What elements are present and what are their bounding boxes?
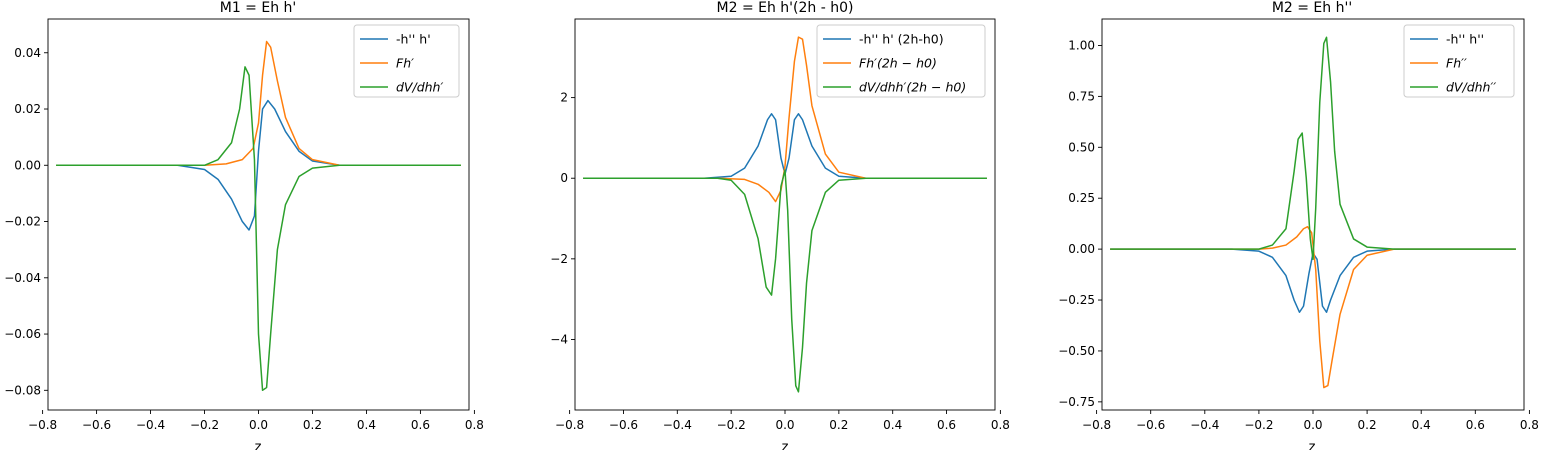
legend-label: dV/dhh′(2h − h0) bbox=[859, 80, 966, 95]
subplot-3: M2 = Eh h'' z −0.8 −0.6 −0.4 −0.2 0.0 0.2 0.4 0… bbox=[1058, 0, 1539, 450]
legend-box bbox=[353, 24, 460, 98]
subplot-2: M2 = Eh h'(2h - h0) z −0.8 −0.6 −0.4 −0.2 0.… bbox=[550, 0, 1010, 450]
y-tick-label: −0.06 bbox=[4, 327, 41, 341]
legend: -h'' h'' Fh′′ dV/dhh′′ bbox=[1403, 24, 1515, 98]
series-line-1 bbox=[56, 99, 461, 231]
y-tick-label: 0.04 bbox=[14, 46, 41, 60]
y-tick-label: 1.00 bbox=[1068, 38, 1095, 52]
x-tick-label: −0.4 bbox=[1190, 418, 1219, 432]
x-tick-label: −0.4 bbox=[136, 418, 165, 432]
y-tick-label: −0.25 bbox=[1058, 293, 1095, 307]
y-tick-label: 0.25 bbox=[1068, 191, 1095, 205]
y-tick-label: 0.50 bbox=[1068, 140, 1095, 154]
legend-label: -h'' h' (2h-h0) bbox=[859, 32, 944, 47]
x-tick-label: 0.0 bbox=[1303, 418, 1322, 432]
y-tick-label: 2 bbox=[560, 91, 568, 105]
series-line-2 bbox=[56, 40, 461, 167]
x-tick-label: −0.8 bbox=[28, 418, 57, 432]
y-tick-label: −2 bbox=[550, 252, 568, 266]
chart-title: M2 = Eh h'' bbox=[1272, 0, 1352, 16]
legend-label: dV/dhh′ bbox=[396, 80, 443, 95]
x-axis-label: z bbox=[255, 440, 262, 450]
x-tick-label: 0.8 bbox=[1520, 418, 1539, 432]
y-tick-label: −0.75 bbox=[1058, 395, 1095, 409]
y-tick-label: −0.08 bbox=[4, 383, 41, 397]
x-tick-label: −0.2 bbox=[190, 418, 219, 432]
x-axis-label: z bbox=[1309, 440, 1316, 450]
x-tick-label: −0.4 bbox=[663, 418, 692, 432]
x-tick-label: 0.6 bbox=[411, 418, 430, 432]
chart-title: M2 = Eh h'(2h - h0) bbox=[717, 0, 854, 16]
x-axis-label: z bbox=[782, 440, 789, 450]
legend: -h'' h' (2h-h0) Fh′(2h − h0) dV/dhh′(2h − … bbox=[816, 24, 986, 98]
legend-label: Fh′′ bbox=[1446, 56, 1467, 71]
x-tick-label: −0.2 bbox=[717, 418, 746, 432]
legend: -h'' h' Fh′ dV/dhh′ bbox=[353, 24, 460, 98]
series-line-2 bbox=[1110, 225, 1516, 389]
x-tick-label: −0.8 bbox=[555, 418, 584, 432]
x-tick-label: −0.6 bbox=[82, 418, 111, 432]
legend-box bbox=[816, 24, 986, 98]
x-tick-label: 0.4 bbox=[883, 418, 902, 432]
y-tick-label: −0.50 bbox=[1058, 344, 1095, 358]
legend-label: -h'' h'' bbox=[1446, 32, 1484, 47]
subplot-1: M1 = Eh h' z −0.8 −0.6 −0.4 −0.2 0.0 0.2 0.4 0.… bbox=[4, 0, 484, 450]
series-line-2 bbox=[583, 36, 987, 203]
series-line-3 bbox=[583, 169, 987, 393]
series-line-3 bbox=[56, 66, 461, 392]
x-tick-label: 0.6 bbox=[1466, 418, 1485, 432]
y-tick-label: 0.00 bbox=[1068, 242, 1095, 256]
y-tick-label: 0.75 bbox=[1068, 89, 1095, 103]
series-line-3 bbox=[1110, 36, 1516, 261]
x-tick-label: −0.6 bbox=[609, 418, 638, 432]
y-tick-label: −0.04 bbox=[4, 271, 41, 285]
x-tick-label: 0.2 bbox=[1358, 418, 1377, 432]
x-tick-label: 0.0 bbox=[775, 418, 794, 432]
y-tick-label: 0.02 bbox=[14, 102, 41, 116]
legend-box bbox=[1403, 24, 1515, 98]
y-tick-label: 0 bbox=[560, 171, 568, 185]
legend-label: Fh′(2h − h0) bbox=[859, 56, 937, 71]
x-tick-label: 0.6 bbox=[937, 418, 956, 432]
y-tick-label: 0.00 bbox=[14, 158, 41, 172]
legend-label: Fh′ bbox=[396, 56, 414, 71]
x-tick-label: −0.8 bbox=[1082, 418, 1111, 432]
y-tick-label: −4 bbox=[550, 332, 568, 346]
y-tick-label: −0.02 bbox=[4, 215, 41, 229]
x-tick-label: 0.2 bbox=[829, 418, 848, 432]
chart-title: M1 = Eh h' bbox=[220, 0, 297, 16]
x-tick-label: 0.2 bbox=[303, 418, 322, 432]
x-tick-label: −0.2 bbox=[1244, 418, 1273, 432]
x-tick-label: 0.4 bbox=[1412, 418, 1431, 432]
x-tick-label: 0.4 bbox=[357, 418, 376, 432]
legend-label: -h'' h' bbox=[396, 32, 431, 47]
x-tick-label: 0.8 bbox=[991, 418, 1010, 432]
x-tick-label: −0.6 bbox=[1136, 418, 1165, 432]
legend-label: dV/dhh′′ bbox=[1446, 80, 1496, 95]
x-tick-label: 0.0 bbox=[249, 418, 268, 432]
x-tick-label: 0.8 bbox=[465, 418, 484, 432]
